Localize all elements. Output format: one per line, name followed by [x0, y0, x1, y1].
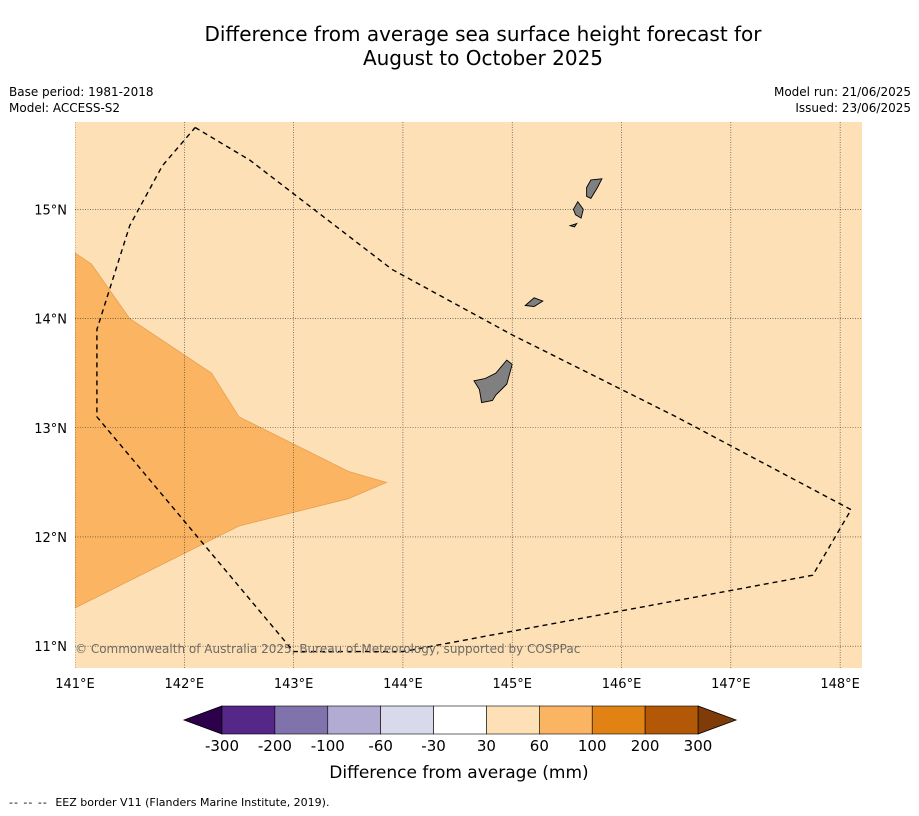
longitude-labels: 141°E 142°E 143°E 144°E 145°E 146°E 147°E 148°E — [55, 677, 860, 692]
lat-tick-label: 11°N — [34, 640, 67, 655]
copyright-text: © Commonwealth of Australia 2025, Bureau… — [75, 642, 580, 656]
island-tinian — [572, 200, 584, 219]
model-info-right: Model run: 21/06/2025 Issued: 23/06/2025 — [774, 84, 911, 116]
island-saipan — [586, 178, 603, 199]
colorbar-segment — [274, 705, 329, 735]
colorbar-segment — [539, 705, 593, 735]
island-aguijan — [568, 222, 578, 228]
colorbar-segment — [486, 705, 540, 735]
anomaly-region-60-100 — [75, 252, 388, 609]
lat-tick-label: 15°N — [34, 203, 67, 218]
colorbar-segment — [433, 705, 487, 735]
colorbar-segment — [591, 705, 646, 735]
graticule — [75, 122, 862, 668]
lon-tick-label: 146°E — [602, 677, 642, 692]
colorbar-segment — [380, 705, 434, 735]
title-line-2: August to October 2025 — [362, 46, 604, 70]
lon-tick-label: 142°E — [165, 677, 205, 692]
title-line-1: Difference from average sea surface heig… — [204, 22, 762, 46]
base-period-label: Base period: 1981-2018 — [9, 85, 154, 99]
colorbar-extend-low — [182, 705, 223, 735]
colorbar-extend-high — [697, 705, 738, 735]
colorbar-segment — [644, 705, 699, 735]
island-rota — [524, 297, 544, 307]
lon-tick-label: 147°E — [711, 677, 751, 692]
colorbar-tick-label: -100 — [311, 737, 345, 755]
lat-tick-label: 14°N — [34, 313, 67, 328]
colorbar-segment — [221, 705, 276, 735]
island-guam — [473, 359, 513, 404]
lon-tick-label: 148°E — [820, 677, 860, 692]
colorbar-tick-label: -300 — [205, 737, 239, 755]
eez-source-text: EEZ border V11 (Flanders Marine Institut… — [55, 796, 330, 809]
colorbar-tick-label: -200 — [258, 737, 292, 755]
colorbar-tick-label: 60 — [530, 737, 549, 755]
lon-tick-label: 144°E — [383, 677, 423, 692]
lat-tick-label: 12°N — [34, 531, 67, 546]
model-run-label: Model run: 21/06/2025 — [773, 85, 911, 99]
legend-footer: -- -- -- EEZ border V11 (Flanders Marine… — [9, 796, 329, 809]
model-label: Model: ACCESS-S2 — [9, 101, 121, 115]
colorbar-segment — [327, 705, 381, 735]
lon-tick-label: 143°E — [274, 677, 314, 692]
eez-dash-symbol: -- -- -- — [9, 796, 48, 809]
model-info-left: Base period: 1981-2018 Model: ACCESS-S2 — [9, 84, 154, 116]
land-islands — [473, 178, 603, 404]
colorbar: -300 -200 -100 -60 -30 30 60 100 200 300 — [182, 705, 738, 755]
issued-label: Issued: 23/06/2025 — [795, 101, 911, 115]
map-title: Difference from average sea surface heig… — [0, 22, 919, 70]
colorbar-tick-label: 200 — [631, 737, 660, 755]
colorbar-tick-label: -30 — [421, 737, 446, 755]
lat-tick-label: 13°N — [34, 422, 67, 437]
latitude-labels: 11°N 12°N 13°N 14°N 15°N — [34, 203, 67, 655]
colorbar-tick-label: -60 — [368, 737, 393, 755]
colorbar-tick-label: 300 — [684, 737, 713, 755]
colorbar-tick-label: 30 — [477, 737, 496, 755]
eez-border-line — [96, 126, 853, 653]
lon-tick-label: 141°E — [55, 677, 95, 692]
colorbar-label: Difference from average (mm) — [329, 763, 588, 783]
lon-tick-label: 145°E — [492, 677, 532, 692]
colorbar-tick-label: 100 — [578, 737, 607, 755]
